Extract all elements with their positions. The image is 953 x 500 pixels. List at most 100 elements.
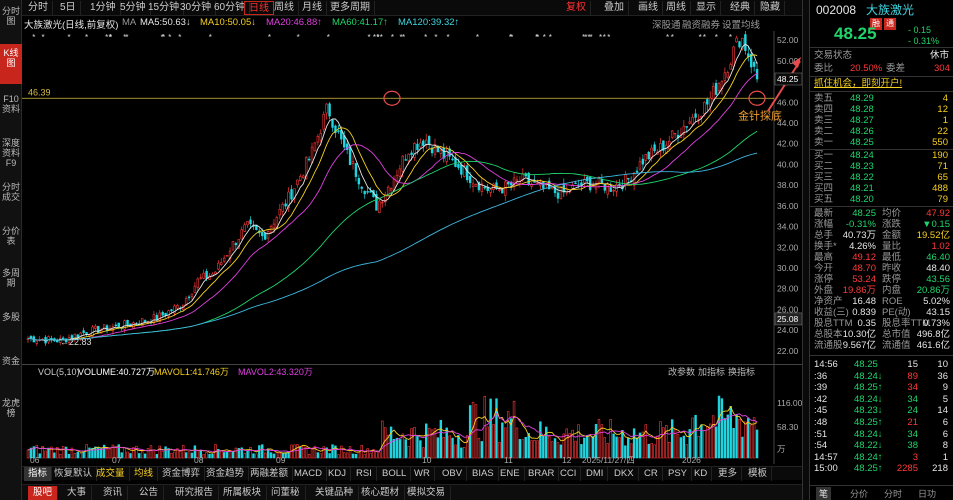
indicator-tab-16[interactable]: CCI [556, 467, 582, 481]
indicator-tab-14[interactable]: ENE [496, 467, 525, 481]
toolbar-button-0[interactable]: 复权 [562, 1, 591, 15]
volume-bar [272, 453, 276, 459]
indicator-tab-5[interactable]: 资金趋势 [202, 467, 250, 481]
rail-item-5[interactable]: 分价表 [1, 226, 20, 246]
rail-item-1[interactable]: K线图 [0, 44, 22, 84]
rail-item-4[interactable]: 分时成交 [1, 182, 20, 202]
link-margin[interactable]: 融资融券 [682, 20, 721, 31]
candle-body [202, 272, 205, 279]
bid-volume: 71 [937, 161, 948, 172]
stat-value: 16.48 [852, 296, 876, 307]
candle-body [685, 126, 689, 128]
indicator-tab-20[interactable]: PSY [664, 467, 693, 481]
indicator-tab-1[interactable]: 恢复默认 [50, 467, 98, 481]
price-chart[interactable]: 52.0050.0048.0046.0044.0042.0040.0038.00… [22, 31, 802, 364]
period-tab-9[interactable]: 月线 [298, 1, 327, 15]
info-tab-2[interactable]: 资讯 [98, 486, 129, 500]
indicator-tab-11[interactable]: WR [410, 467, 435, 481]
event-marker: * [399, 33, 402, 42]
info-tab-9[interactable]: 模拟交易 [402, 486, 452, 500]
period-tab-7[interactable]: 日线 [244, 1, 274, 15]
rail-item-9[interactable]: 龙虎榜 [1, 398, 20, 418]
panel-footer-tab-3[interactable]: 日功 [918, 489, 937, 499]
period-tab-4[interactable]: 15分钟 [144, 1, 185, 15]
indicator-tab-17[interactable]: DMI [582, 467, 609, 481]
x-axis-label: 12 [562, 455, 572, 464]
panel-divider[interactable] [802, 0, 809, 500]
indicator-tab-13[interactable]: BIAS [468, 467, 499, 481]
indicator-tab-22[interactable]: 更多 [714, 467, 743, 481]
info-tab-7[interactable]: 关键品种 [310, 486, 360, 500]
indicator-tab-21[interactable]: KD [690, 467, 713, 481]
toolbar-button-6[interactable]: 隐藏 [756, 1, 785, 15]
volume-bar [392, 438, 396, 459]
indicator-tab-8[interactable]: KDJ [324, 467, 351, 481]
link-set-ma[interactable]: 设置均线 [722, 20, 761, 31]
indicator-tab-15[interactable]: BRAR [524, 467, 560, 481]
period-tab-5[interactable]: 30分钟 [176, 1, 217, 15]
toolbar-button-1[interactable]: 叠加 [600, 1, 629, 15]
info-tab-3[interactable]: 公告 [134, 486, 165, 500]
panel-footer-tab-1[interactable]: 分价 [850, 489, 869, 499]
indicator-tab-4[interactable]: 资金博弈 [158, 467, 206, 481]
tick-count: 218 [932, 463, 948, 475]
ma-label[interactable]: MA [122, 17, 137, 28]
rail-item-7[interactable]: 多股 [1, 312, 20, 322]
info-tab-8[interactable]: 核心题材 [356, 486, 406, 500]
rail-item-6[interactable]: 多周期 [1, 268, 20, 288]
period-tab-3[interactable]: 5分钟 [116, 1, 151, 15]
candle-body [205, 271, 208, 279]
indicator-tab-0[interactable]: 指标 [24, 467, 53, 481]
volume-bar [694, 414, 697, 459]
rail-item-8[interactable]: 资金 [1, 356, 20, 366]
volume-bar [741, 436, 744, 459]
candle-body [460, 164, 463, 175]
volume-bar [419, 440, 422, 459]
indicator-tab-3[interactable]: 均线 [130, 467, 159, 481]
y-tick-label: 26.00 [777, 304, 799, 314]
link-shenguto[interactable]: 深股通 [652, 20, 681, 31]
toolbar-button-4[interactable]: 显示 [692, 1, 721, 15]
period-tab-2[interactable]: 1分钟 [86, 1, 121, 15]
indicator-tab-6[interactable]: 两融差额 [246, 467, 294, 481]
tick-count: 1 [942, 451, 948, 463]
info-tab-4[interactable]: 研究报告 [170, 486, 220, 500]
rail-item-3[interactable]: 深度资料F9 [1, 138, 20, 168]
indicator-tab-10[interactable]: BOLL [378, 467, 412, 481]
period-tab-10[interactable]: 更多周期 [326, 1, 375, 15]
period-tab-1[interactable]: 5日 [56, 1, 81, 15]
info-tab-0[interactable]: 股吧 [28, 486, 59, 500]
volume-bar [316, 452, 320, 459]
period-tab-0[interactable]: 分时 [24, 1, 53, 15]
indicator-tab-18[interactable]: DKX [610, 467, 639, 481]
indicator-tab-23[interactable]: 模板 [744, 467, 773, 481]
rail-item-2[interactable]: F10资料 [1, 94, 20, 114]
stat-value: 0.73% [923, 318, 950, 329]
volume-bar [413, 427, 416, 459]
info-tab-6[interactable]: 问董秘 [266, 486, 306, 500]
volume-bar [445, 427, 448, 459]
panel-footer-tab-2[interactable]: 分时 [884, 489, 903, 499]
indicator-tab-12[interactable]: OBV [438, 467, 468, 481]
rail-item-0[interactable]: 分时图 [1, 6, 20, 26]
toolbar-button-5[interactable]: 经典 [726, 1, 755, 15]
candle-body [670, 130, 674, 138]
toolbar-button-3[interactable]: 周线 [662, 1, 691, 15]
panel-footer-tab-0[interactable]: 笔 [816, 487, 832, 500]
promo-row[interactable]: 抓住机会，即刻开户! [810, 78, 953, 90]
period-tab-6[interactable]: 60分钟 [210, 1, 251, 15]
y-tick-label: 34.00 [777, 222, 799, 232]
promo-link[interactable]: 抓住机会，即刻开户! [814, 78, 903, 89]
event-marker: * [327, 33, 330, 42]
indicator-tab-2[interactable]: 成交量 [92, 467, 130, 481]
period-tab-8[interactable]: 周线 [270, 1, 299, 15]
info-tab-1[interactable]: 大事 [62, 486, 93, 500]
indicator-tab-19[interactable]: CR [640, 467, 663, 481]
indicator-tab-7[interactable]: MACD [290, 467, 327, 481]
indicator-tab-9[interactable]: RSI [352, 467, 377, 481]
candle-body [337, 130, 340, 132]
volume-bar [32, 446, 36, 459]
toolbar-button-2[interactable]: 画线 [634, 1, 663, 15]
info-tab-5[interactable]: 所属板块 [218, 486, 268, 500]
